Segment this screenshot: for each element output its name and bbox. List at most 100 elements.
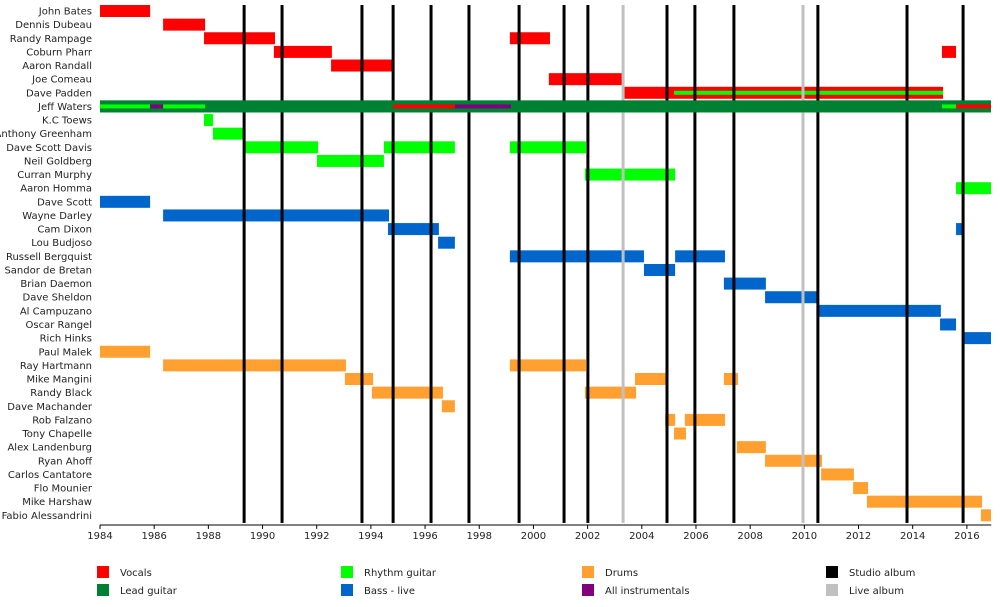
member-label: Flo Mounier — [34, 484, 93, 495]
bar-rhythm-guitar — [956, 182, 991, 195]
bar-drums — [821, 468, 854, 481]
member-label: Anthony Greenham — [0, 129, 92, 140]
member-label: Brian Daemon — [20, 279, 92, 290]
member-label: Al Campuzano — [20, 306, 92, 317]
x-tick-label: 1988 — [196, 531, 221, 542]
legend-label: Bass - live — [364, 586, 415, 597]
studio-album-line — [429, 5, 433, 523]
legend-label: Lead guitar — [120, 586, 178, 597]
member-label: Carlos Cantatore — [8, 470, 92, 481]
live-album-line — [801, 5, 805, 523]
studio-album-line — [360, 5, 364, 523]
x-tick-label: 2016 — [954, 531, 979, 542]
bar-vocals — [100, 5, 151, 17]
studio-album-line — [391, 5, 395, 523]
legend-label: All instrumentals — [605, 586, 690, 597]
bar-bass-live — [765, 291, 818, 304]
member-label: Mike Mangini — [26, 375, 92, 386]
legend-swatch — [97, 566, 109, 578]
member-label: Jeff Waters — [37, 102, 92, 113]
bar-vocals — [273, 45, 332, 58]
bar-rhythm-guitar — [163, 104, 206, 109]
bar-rhythm-guitar — [383, 141, 455, 154]
member-label: Mike Harshaw — [22, 497, 92, 508]
bar-drums — [584, 386, 637, 399]
x-tick-label: 2014 — [900, 531, 925, 542]
x-tick-label: 2006 — [683, 531, 708, 542]
bar-bass-live — [163, 209, 390, 222]
bar-bass-live — [956, 223, 964, 236]
bar-bass-live — [963, 332, 991, 345]
bar-drums — [100, 345, 151, 358]
x-tick-label: 2000 — [521, 531, 546, 542]
bar-vocals — [956, 104, 991, 109]
legend-swatch — [341, 566, 353, 578]
member-label: Curran Murphy — [17, 170, 92, 181]
studio-album-line — [467, 5, 471, 523]
studio-album-line — [905, 5, 909, 523]
legend-swatch — [582, 584, 594, 596]
legend-swatch — [341, 584, 353, 596]
bar-vocals — [163, 18, 206, 31]
member-label: Russell Bergquist — [6, 252, 92, 263]
member-label: Rich Hinks — [40, 334, 92, 345]
studio-album-line — [665, 5, 669, 523]
x-tick-label: 2010 — [792, 531, 817, 542]
member-label: Oscar Rangel — [26, 320, 92, 331]
bar-bass-live — [675, 250, 725, 263]
x-tick-label: 1984 — [87, 531, 112, 542]
bar-vocals — [204, 32, 276, 45]
member-label: Randy Black — [30, 388, 92, 399]
legend-label: Studio album — [849, 568, 915, 579]
member-label: Neil Goldberg — [24, 156, 92, 167]
member-label: Aaron Randall — [22, 61, 92, 72]
member-label: Ray Hartmann — [20, 361, 92, 372]
x-tick-label: 2008 — [737, 531, 762, 542]
member-label: Paul Malek — [39, 347, 93, 358]
member-label: Coburn Pharr — [26, 47, 93, 58]
bar-rhythm-guitar — [584, 168, 676, 181]
member-label: Cam Dixon — [37, 225, 92, 236]
x-tick-label: 1996 — [412, 531, 437, 542]
bar-rhythm-guitar — [674, 90, 944, 95]
member-label: John Bates — [38, 7, 92, 18]
member-label: Dave Sheldon — [23, 293, 93, 304]
studio-album-line — [732, 5, 736, 523]
x-tick-label: 1998 — [467, 531, 492, 542]
studio-album-line — [242, 5, 246, 523]
bar-drums — [736, 441, 766, 454]
x-tick-label: 1986 — [141, 531, 166, 542]
member-label: Sandor de Bretan — [4, 265, 92, 276]
member-label: Randy Rampage — [10, 34, 92, 45]
bar-drums — [635, 373, 666, 386]
bar-drums — [765, 454, 822, 467]
bar-drums — [674, 427, 686, 440]
legend-swatch — [826, 584, 838, 596]
bar-vocals — [941, 45, 957, 58]
bar-drums — [866, 495, 983, 508]
bar-drums — [344, 373, 374, 386]
bar-drums — [684, 413, 725, 426]
member-label: Dave Machander — [7, 402, 93, 413]
legend-label: Rhythm guitar — [364, 568, 437, 579]
bar-drums — [371, 386, 443, 399]
legend-swatch — [97, 584, 109, 596]
bar-rhythm-guitar — [212, 127, 244, 140]
member-label: Alex Landenburg — [7, 443, 92, 454]
bar-drums — [980, 509, 991, 522]
member-label: Dave Padden — [26, 88, 92, 99]
member-label: Wayne Darley — [22, 211, 92, 222]
studio-album-line — [586, 5, 590, 523]
legend-label: Vocals — [120, 568, 152, 579]
bar-bass-live — [387, 223, 439, 236]
studio-album-line — [517, 5, 521, 523]
member-label: Dennis Dubeau — [15, 20, 92, 31]
x-tick-label: 2012 — [846, 531, 871, 542]
member-label: Ryan Ahoff — [38, 456, 93, 467]
member-label: Rob Falzano — [32, 415, 92, 426]
legend-swatch — [582, 566, 594, 578]
studio-album-line — [816, 5, 820, 523]
studio-album-line — [693, 5, 697, 523]
legend-swatch — [826, 566, 838, 578]
bar-bass-live — [643, 263, 676, 276]
